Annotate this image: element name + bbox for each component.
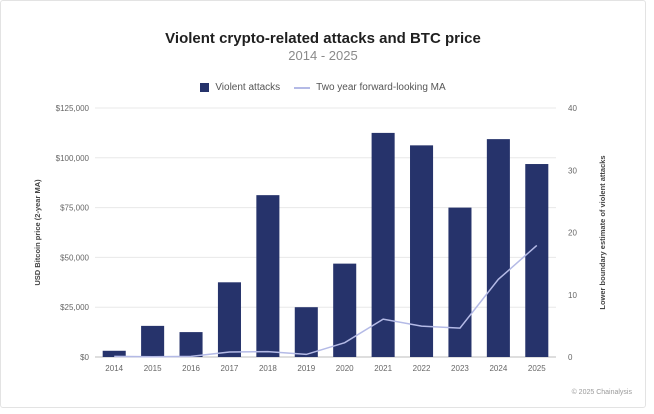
bar-violent-attacks <box>294 307 318 357</box>
legend-item-ma: Two year forward-looking MA <box>294 82 446 93</box>
bar-violent-attacks <box>448 207 472 357</box>
bar-violent-attacks <box>486 139 510 357</box>
right-tick-label: 40 <box>568 104 577 113</box>
bar-violent-attacks <box>217 282 241 357</box>
bar-violent-attacks <box>525 164 549 357</box>
x-tick-label: 2017 <box>221 364 239 373</box>
chart-plot: $0 $25,000 $50,000 $75,000 $100,000 $125,000 0… <box>33 104 607 373</box>
left-tick-label: $125,000 <box>56 104 90 113</box>
x-tick-label: 2020 <box>336 364 354 373</box>
chart-title: Violent crypto-related attacks and BTC p… <box>165 30 481 47</box>
x-tick-label: 2023 <box>451 364 469 373</box>
legend-item-attacks: Violent attacks <box>200 82 280 93</box>
x-tick-label: 2014 <box>105 364 123 373</box>
bar-violent-attacks <box>256 195 280 357</box>
right-tick-label: 0 <box>568 353 573 362</box>
x-tick-label: 2016 <box>182 364 200 373</box>
x-tick-label: 2022 <box>413 364 431 373</box>
x-tick-label: 2018 <box>259 364 277 373</box>
right-axis-title: Lower boundary estimate of violent attac… <box>598 155 607 309</box>
line-btc-ma <box>114 244 538 358</box>
bar-violent-attacks <box>179 332 203 357</box>
left-tick-label: $75,000 <box>60 204 89 213</box>
bar-violent-attacks <box>371 132 395 357</box>
bar-violent-attacks <box>410 145 434 357</box>
left-tick-label: $25,000 <box>60 303 89 312</box>
legend-label-ma: Two year forward-looking MA <box>316 82 446 93</box>
chart-subtitle: 2014 - 2025 <box>288 48 358 63</box>
chart-frame <box>0 0 646 408</box>
credit-text: © 2025 Chainalysis <box>571 389 632 396</box>
bar-violent-attacks <box>333 263 357 357</box>
left-tick-label: $100,000 <box>56 154 90 163</box>
legend-bar-swatch <box>200 83 210 92</box>
left-tick-label: $0 <box>80 353 89 362</box>
x-tick-label: 2025 <box>528 364 546 373</box>
x-tick-label: 2019 <box>297 364 315 373</box>
x-tick-label: 2024 <box>489 364 507 373</box>
bar-violent-attacks <box>141 325 165 357</box>
legend: Violent attacks Two year forward-looking… <box>0 82 646 93</box>
x-tick-label: 2021 <box>374 364 392 373</box>
right-tick-label: 10 <box>568 291 577 300</box>
right-tick-label: 20 <box>568 229 577 238</box>
left-tick-label: $50,000 <box>60 253 89 262</box>
bar-violent-attacks <box>102 350 126 357</box>
legend-line-swatch <box>294 86 311 89</box>
left-axis-title: USD Bitcoin price (2-year MA) <box>33 179 42 286</box>
legend-label-attacks: Violent attacks <box>215 82 281 93</box>
right-tick-label: 30 <box>568 166 577 175</box>
x-tick-label: 2015 <box>144 364 162 373</box>
